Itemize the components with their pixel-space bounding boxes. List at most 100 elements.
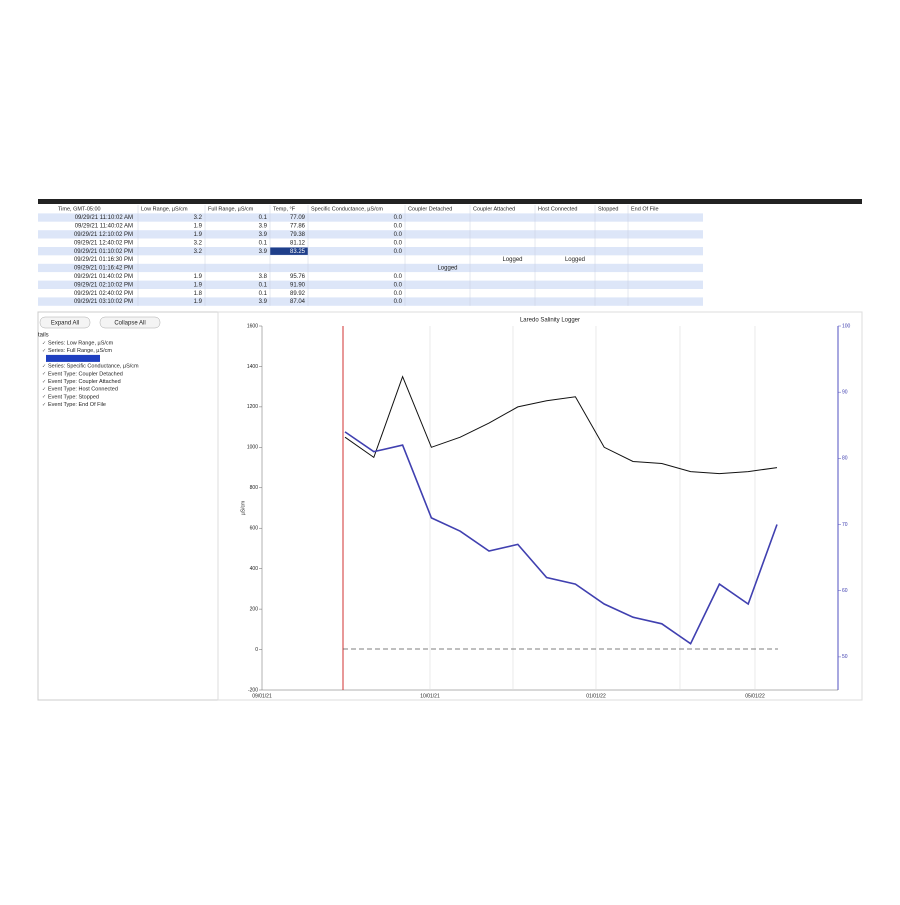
- tree-button-label: Collapse All: [114, 321, 145, 327]
- column-header: Coupler Attached: [473, 207, 515, 213]
- table-cell: 09/29/21 12:10:02 PM: [74, 232, 133, 238]
- table-cell: 1.9: [194, 299, 203, 305]
- y2-tick-label: 90: [842, 390, 848, 396]
- tree-icon: ✓: [42, 348, 46, 354]
- table-cell: 3.2: [194, 215, 203, 221]
- table-cell: 09/29/21 11:10:02 AM: [75, 215, 133, 221]
- table-row: [38, 213, 703, 222]
- table-cell: 83.25: [290, 249, 306, 255]
- tree-button[interactable]: [39, 316, 91, 329]
- selected-item: [46, 354, 100, 362]
- y2-tick-label: 50: [842, 654, 848, 660]
- table-cell: 0.1: [259, 291, 268, 297]
- x-tick-label: 01/01/22: [586, 693, 606, 699]
- details-panel: [37, 311, 219, 701]
- y-tick-label: 1000: [247, 445, 258, 451]
- tree-icon: ✓: [42, 402, 46, 408]
- table-cell: 1.9: [194, 224, 203, 230]
- tree-item: Event Type: End Of File: [48, 402, 106, 408]
- table-cell: 0.0: [394, 224, 403, 230]
- table-cell: 0.1: [259, 282, 268, 288]
- y2-tick-label: 80: [842, 456, 848, 462]
- tree-button[interactable]: [99, 316, 161, 329]
- column-header: Low Range, µS/cm: [141, 207, 188, 213]
- table-cell: 1.8: [194, 291, 203, 297]
- table-cell: 3.8: [259, 274, 268, 280]
- tree-item: Event Type: Host Connected: [48, 387, 118, 393]
- column-header: End Of File: [631, 207, 659, 213]
- y-tick-label: 0: [255, 647, 258, 653]
- table-cell: 0.1: [259, 215, 268, 221]
- table-cell: Logged: [437, 266, 457, 272]
- tree-item: Series: Low Range, µS/cm: [48, 340, 114, 346]
- table-cell: 1.9: [194, 274, 203, 280]
- column-header: Time, GMT-05:00: [58, 207, 101, 213]
- table-cell: 09/29/21 01:40:02 PM: [74, 274, 133, 280]
- table-cell: 1.9: [194, 232, 203, 238]
- y-tick-label: 800: [250, 485, 259, 491]
- column-header: Stopped: [598, 207, 619, 213]
- table-cell: 95.76: [290, 274, 306, 280]
- table-cell: 09/29/21 11:40:02 AM: [75, 224, 133, 230]
- table-cell: 09/29/21 03:10:02 PM: [74, 299, 133, 305]
- chart: Laredo Salinity Logger µS/cm -200 0 200 400 60…: [240, 318, 850, 700]
- tree-item: Series: Specific Conductance, µS/cm: [48, 364, 139, 370]
- tree-item: Event Type: Stopped: [48, 394, 99, 400]
- series-line: [344, 375, 778, 475]
- x-tick-label: 10/01/21: [420, 693, 440, 699]
- column-header: Coupler Detached: [408, 207, 452, 213]
- column-header: Specific Conductance, µS/cm: [311, 207, 383, 213]
- tree-icon: ✓: [42, 387, 46, 393]
- table-row: [38, 289, 703, 298]
- table-cell: 0.0: [394, 282, 403, 288]
- table-row: [38, 221, 703, 231]
- table-row: [38, 255, 703, 264]
- tree-item: Series: Full Range, µS/cm: [48, 348, 112, 354]
- table-cell: 91.90: [290, 282, 306, 288]
- tree-icon: ✓: [42, 371, 46, 377]
- series-line: [344, 431, 778, 645]
- tree-icon: ✓: [42, 340, 46, 346]
- table-cell: Logged: [502, 257, 522, 263]
- y-tick-label: 400: [250, 566, 259, 572]
- table-cell: 3.9: [259, 249, 268, 255]
- y-axis-label: µS/cm: [240, 501, 246, 515]
- y2-tick-label: 100: [842, 323, 851, 329]
- y-tick-label: 1200: [247, 404, 258, 410]
- table-row: [38, 263, 703, 273]
- table-cell: 3.2: [194, 240, 203, 246]
- table-cell: 09/29/21 12:40:02 PM: [74, 240, 133, 246]
- table-cell: 3.9: [259, 299, 268, 305]
- tree-item: Event Type: Coupler Detached: [48, 371, 123, 377]
- tree-item: Event Type: Coupler Attached: [48, 379, 121, 385]
- chart-panel: [217, 311, 863, 701]
- y-tick-label: -200: [248, 687, 258, 693]
- tree-heading: tails: [38, 333, 49, 339]
- tree-icon: ✓: [42, 379, 46, 385]
- table-row: [38, 280, 703, 289]
- table-cell: 09/29/21 01:16:30 PM: [74, 257, 133, 263]
- y-tick-label: 1600: [247, 323, 258, 329]
- selected-cell: [270, 247, 308, 255]
- column-header: Host Connected: [538, 207, 577, 213]
- table-cell: 0.1: [259, 240, 268, 246]
- tree-button-label: Expand All: [51, 321, 79, 327]
- table-cell: 77.86: [290, 224, 306, 230]
- tree-icon: ✓: [42, 363, 46, 369]
- x-tick-label: 09/01/21: [252, 693, 272, 699]
- y-tick-label: 200: [250, 606, 259, 612]
- table-cell: 09/29/21 02:10:02 PM: [74, 282, 133, 288]
- table-cell: 79.38: [290, 232, 306, 238]
- table-cell: 0.0: [394, 291, 403, 297]
- table-cell: 09/29/21 02:40:02 PM: [74, 291, 133, 297]
- table-cell: Logged: [565, 257, 585, 263]
- x-tick-label: 05/01/22: [745, 693, 765, 699]
- table-cell: 81.12: [290, 240, 306, 246]
- table-cell: 3.9: [259, 224, 268, 230]
- table-cell: 0.0: [394, 274, 403, 280]
- table-cell: 77.09: [290, 215, 306, 221]
- table-cell: 3.2: [194, 249, 203, 255]
- chart-title: Laredo Salinity Logger: [520, 318, 580, 324]
